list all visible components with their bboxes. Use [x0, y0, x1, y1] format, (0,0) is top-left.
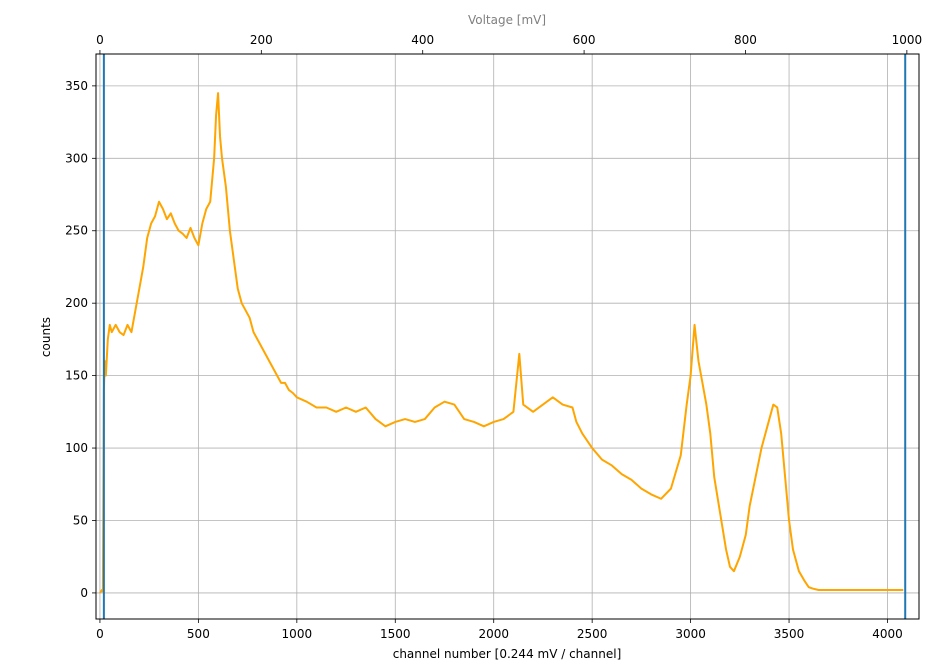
top-x-tick-label: 400 [411, 33, 434, 47]
axes-frame [95, 53, 920, 620]
x-tick-label: 1500 [380, 627, 411, 641]
top-x-axis: 0 200 400 600 800 1000 [96, 33, 922, 54]
x-tick-label: 1000 [282, 627, 313, 641]
y-tick-label: 250 [65, 224, 88, 238]
x-tick-label: 3500 [774, 627, 805, 641]
top-x-tick-label: 800 [734, 33, 757, 47]
y-axis: 0 50 100 150 200 250 300 350 [65, 79, 96, 600]
y-axis-label: counts [39, 317, 53, 357]
grid [96, 54, 919, 619]
x-tick-label: 2500 [577, 627, 608, 641]
plot-area [99, 54, 907, 619]
bottom-x-axis: 0 500 1000 1500 2000 2500 3000 3500 4000 [96, 619, 903, 641]
x-tick-label: 3000 [675, 627, 706, 641]
y-tick-label: 300 [65, 151, 88, 165]
x-axis-label: channel number [0.244 mV / channel] [393, 647, 622, 661]
top-x-tick-label: 600 [573, 33, 596, 47]
top-x-tick-label: 1000 [892, 33, 923, 47]
top-x-axis-label: Voltage [mV] [468, 13, 546, 27]
x-tick-label: 0 [96, 627, 104, 641]
x-tick-label: 2000 [478, 627, 509, 641]
y-tick-label: 150 [65, 369, 88, 383]
top-x-tick-label: 0 [96, 33, 104, 47]
series-line [99, 92, 904, 594]
y-tick-label: 350 [65, 79, 88, 93]
y-tick-label: 0 [80, 586, 88, 600]
x-tick-label: 500 [187, 627, 210, 641]
y-tick-label: 200 [65, 296, 88, 310]
x-tick-label: 4000 [872, 627, 903, 641]
y-tick-label: 50 [73, 513, 88, 527]
top-x-tick-label: 200 [250, 33, 273, 47]
y-tick-label: 100 [65, 441, 88, 455]
